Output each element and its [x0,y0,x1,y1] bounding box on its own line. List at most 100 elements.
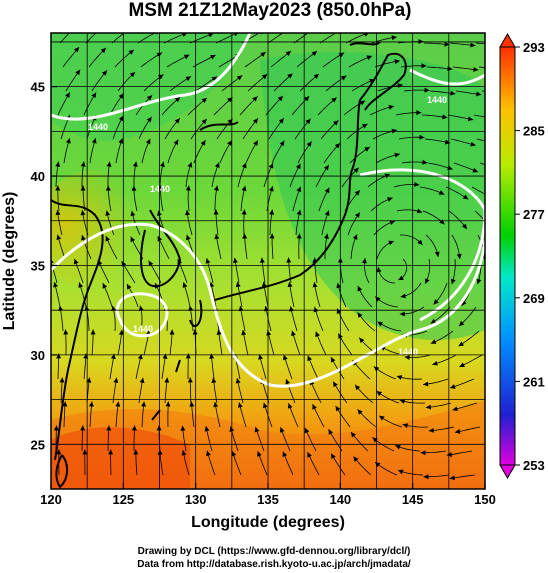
streamline-arrowhead [438,190,445,195]
streamline-arrowhead [63,329,69,335]
streamline-arrowhead [285,51,292,57]
streamline-arrowhead [336,308,342,314]
streamline-arrowhead [53,425,59,431]
streamline [319,33,337,44]
streamline-arrowhead [185,185,191,191]
streamline-arrowhead [99,25,104,30]
streamline-arrowhead [439,219,445,225]
streamline-arrowhead [189,401,195,407]
streamline-arrowhead [423,381,429,387]
streamline-arrowhead [434,251,440,257]
streamline-arrowhead [304,427,310,434]
streamline-arrowhead [146,116,152,123]
streamline-arrowhead [101,70,108,76]
streamline-arrowhead [187,162,193,168]
streamline-arrowhead [173,139,179,146]
coastline-north [199,41,381,131]
streamline-arrowhead [454,428,461,434]
streamline-arrowhead [399,311,405,317]
streamline-arrowhead [169,329,175,335]
streamline-arrowhead [279,427,285,433]
streamline-arrowhead [81,235,86,241]
streamline-arrowhead [423,474,429,480]
coastline-korea [140,209,182,288]
streamline-arrowhead [106,425,112,431]
streamline [473,114,485,118]
streamline-arrowhead [282,451,288,458]
streamline-arrowhead [425,278,430,284]
streamline-arrowhead [118,93,124,99]
streamline-arrowhead [424,87,430,93]
streamline-arrowhead [128,49,134,55]
contour-mid [51,222,485,388]
streamline [471,186,485,195]
streamline-arrowhead [323,164,329,171]
streamline-arrowhead [105,210,111,216]
streamline-arrowhead [227,118,233,125]
streamline-arrowhead [396,375,403,380]
streamline-arrowhead [315,331,320,338]
streamline-arrowhead [192,329,198,335]
y-tick-label: 25 [31,437,45,452]
streamline-arrowhead [296,186,302,193]
streamline-arrowhead [400,293,406,299]
streamline-arrowhead [65,138,71,144]
y-tick-label: 30 [31,348,45,363]
streamline-arrowhead [357,285,363,292]
streamline-arrowhead [209,281,215,288]
streamline-arrowhead [131,185,137,191]
streamline-arrowhead [252,118,258,124]
streamline-arrowhead [88,401,94,407]
streamline-arrowhead [118,115,124,122]
warm-patch-west [51,170,155,290]
streamline-arrowhead [395,444,401,450]
streamline-arrowhead [55,185,61,191]
x-tick-label: 130 [185,492,207,507]
streamline-arrowhead [388,104,394,110]
streamline-arrowhead [449,475,455,481]
streamline-arrowhead [180,425,186,431]
colorbar-tick-label: 293 [523,40,545,55]
streamline-arrowhead [235,378,241,384]
streamline-arrowhead [105,235,111,242]
streamline-arrowhead [252,96,258,102]
streamline-arrowhead [489,195,495,200]
streamline-arrowhead [214,162,220,169]
streamline-arrowhead [355,384,361,391]
streamline-arrowhead [213,209,219,215]
streamline-arrowhead [430,339,437,344]
streamline-arrowhead [236,75,243,81]
streamline-arrowhead [80,185,86,191]
streamline-arrowhead [306,141,312,147]
streamline-arrowhead [459,320,465,327]
streamline-arrowhead [470,42,476,48]
streamline-arrowhead [388,240,394,246]
coastline-kyushu-ryukyu [151,299,203,421]
streamline-arrowhead [73,258,79,265]
streamline-arrowhead [91,138,97,144]
streamline-arrowhead [472,167,478,173]
streamline-arrowhead [476,91,482,97]
colorbar-tick-label: 269 [523,291,545,306]
streamline-arrowhead [132,161,138,167]
streamline-arrowhead [452,406,458,412]
streamline-arrowhead [187,377,193,383]
streamline-arrowhead [55,161,61,167]
streamline-arrowhead [331,453,336,460]
streamline-arrowhead [90,329,96,335]
contour-labels: 1440 1440 1440 1440 1440 [88,95,447,357]
streamline-arrowhead [213,185,219,191]
streamline-arrowhead [156,425,162,431]
streamline-arrowhead [181,450,187,456]
streamline-arrowhead [56,234,62,240]
streamline-arrowhead [397,469,404,475]
streamline-arrowhead [476,278,482,285]
streamline-arrowhead [80,161,86,167]
coastlines [51,41,407,489]
streamline-arrowhead [353,167,359,173]
y-axis: 25 30 35 40 45 [31,80,57,452]
streamline-arrowhead [296,209,302,216]
streamline-arrowhead [442,114,448,120]
streamline-arrowhead [462,194,469,200]
streamline-arrowhead [331,97,337,103]
